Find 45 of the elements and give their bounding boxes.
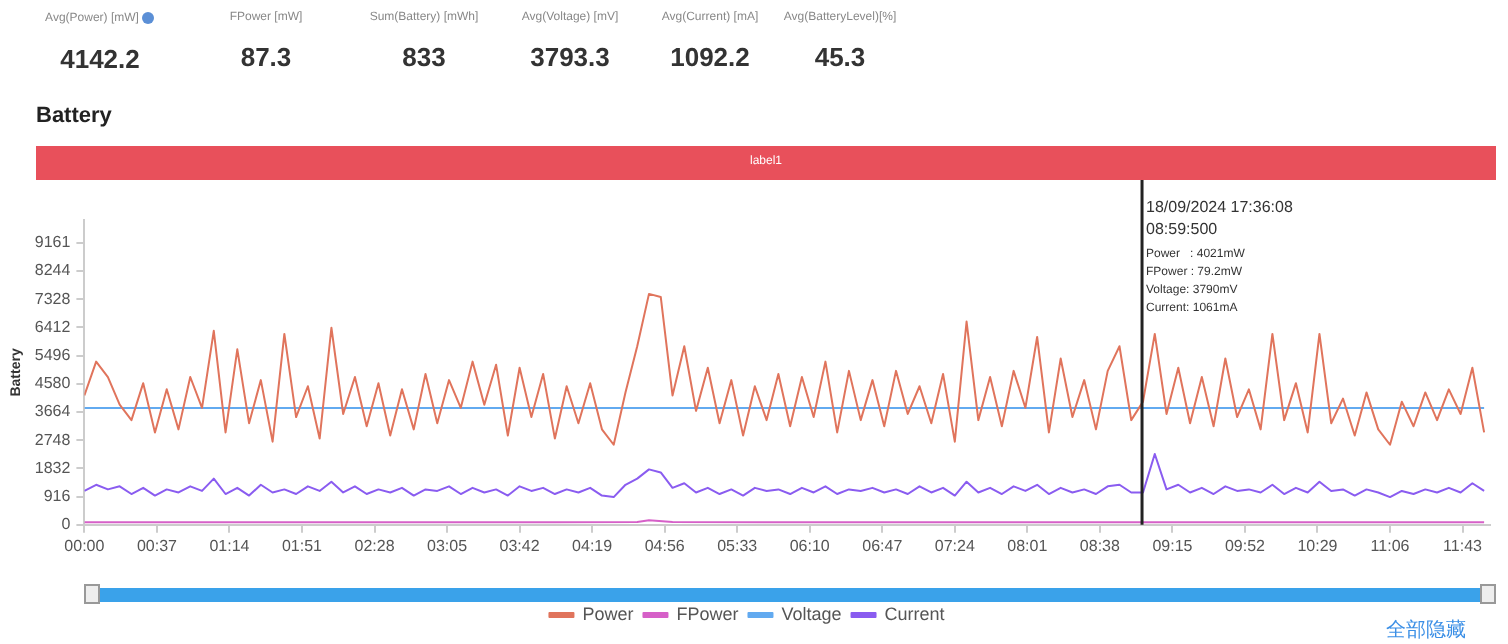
y-tick-label: 1832 (34, 458, 72, 477)
text: 1092.2 (668, 42, 752, 72)
x-tick-label: 11:43 (1443, 536, 1484, 555)
y-tick-label: 7328 (34, 289, 72, 308)
y-tick-label: 8244 (34, 261, 72, 280)
x-tick-label: 04:56 (644, 536, 686, 555)
legend-label: Current (884, 603, 946, 624)
x-tick-label: 10:29 (1297, 536, 1339, 555)
x-tick-label: 05:33 (717, 536, 759, 555)
x-tick-label: 00:00 (64, 536, 106, 555)
x-tick-label: 01:14 (209, 536, 251, 555)
text: 45.3 (812, 42, 868, 72)
text: 全部隐藏 (1386, 617, 1466, 644)
x-tick-label: 00:37 (136, 536, 179, 555)
y-tick-label: 3664 (34, 402, 72, 421)
x-tick-label: 07:24 (934, 536, 976, 555)
y-tick-label: 2748 (34, 430, 72, 449)
legend-label: FPower (676, 603, 739, 624)
y-tick-label: 0 (61, 515, 72, 534)
y-tick-label: 9161 (34, 233, 72, 252)
annotation: 08:59:500 (1146, 220, 1219, 239)
x-tick-label: 09:15 (1152, 536, 1194, 555)
x-tick-label: 03:42 (499, 536, 541, 555)
x-tick-label: 04:19 (572, 536, 614, 555)
x-tick-label: 06:47 (862, 536, 904, 555)
x-tick-label: 01:51 (281, 536, 324, 555)
x-tick-label: 09:52 (1224, 536, 1267, 555)
legend-label: Voltage (781, 603, 842, 624)
y-tick-label: 5496 (34, 346, 72, 364)
x-tick-label: 08:01 (1007, 536, 1049, 555)
chart-title: Battery (36, 104, 112, 128)
text: 833 (400, 42, 448, 72)
y-tick-label: 916 (43, 487, 72, 505)
text: 3793.3 (528, 42, 612, 72)
x-tick-label: 11:06 (1370, 536, 1411, 555)
y-tick-label: 6412 (34, 317, 72, 336)
x-tick-label: 03:05 (427, 536, 469, 555)
text: 18/09/2024 17:36:08 (1146, 198, 1294, 217)
x-tick-label: 08:38 (1079, 536, 1121, 555)
y-tick-label: 4580 (34, 374, 72, 393)
text: 87.3 (238, 42, 294, 72)
legend-label: Power (582, 603, 634, 624)
x-tick-label: 02:28 (354, 536, 396, 555)
text: 4142.2 (58, 43, 142, 74)
x-tick-label: 06:10 (789, 536, 831, 555)
